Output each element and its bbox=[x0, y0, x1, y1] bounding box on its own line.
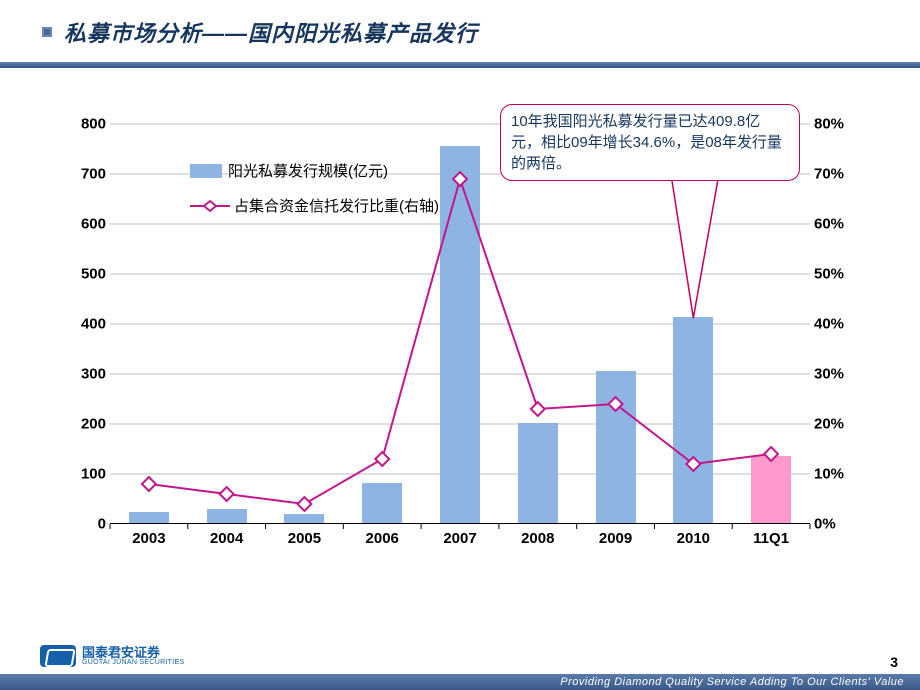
legend-line-row: 占集合资金信托发行比重(右轴) bbox=[190, 195, 439, 216]
y-right-tick: 10% bbox=[814, 466, 854, 483]
y-right-tick: 20% bbox=[814, 416, 854, 433]
bar bbox=[751, 456, 791, 524]
company-logo: 国泰君安证券 GUOTAI JUNAN SECURITIES bbox=[40, 645, 184, 667]
bar bbox=[518, 423, 558, 523]
y-right-tick: 50% bbox=[814, 266, 854, 283]
logo-text: 国泰君安证券 bbox=[82, 646, 184, 659]
x-tick: 2005 bbox=[288, 530, 321, 547]
x-tick: 2003 bbox=[132, 530, 165, 547]
slide-footer: 国泰君安证券 GUOTAI JUNAN SECURITIES 3 Providi… bbox=[0, 638, 920, 690]
legend-bar-row: 阳光私募发行规模(亿元) bbox=[190, 160, 439, 181]
y-right-tick: 60% bbox=[814, 216, 854, 233]
y-left-tick: 300 bbox=[70, 366, 106, 383]
bar bbox=[596, 371, 636, 524]
title-bullet-icon bbox=[42, 27, 52, 37]
bar bbox=[284, 514, 324, 523]
y-right-tick: 40% bbox=[814, 316, 854, 333]
title-divider bbox=[0, 62, 920, 68]
y-left-tick: 600 bbox=[70, 216, 106, 233]
slide-title: 私募市场分析——国内阳光私募产品发行 bbox=[64, 16, 478, 48]
footer-tagline: Providing Diamond Quality Service Adding… bbox=[560, 676, 904, 688]
x-tick: 2009 bbox=[599, 530, 632, 547]
bar bbox=[362, 483, 402, 523]
x-tick: 2008 bbox=[521, 530, 554, 547]
chart-plot: 10年我国阳光私募发行量已达409.8亿元，相比09年增长34.6%，是08年发… bbox=[110, 124, 810, 524]
x-tick: 2010 bbox=[677, 530, 710, 547]
chart-legend: 阳光私募发行规模(亿元) 占集合资金信托发行比重(右轴) bbox=[190, 160, 439, 230]
legend-bar-swatch bbox=[190, 164, 222, 178]
bar bbox=[129, 512, 169, 523]
y-left-tick: 500 bbox=[70, 266, 106, 283]
y-left-tick: 400 bbox=[70, 316, 106, 333]
footer-logo-row: 国泰君安证券 GUOTAI JUNAN SECURITIES 3 bbox=[0, 638, 920, 674]
y-left-tick: 800 bbox=[70, 116, 106, 133]
page-number: 3 bbox=[890, 654, 898, 670]
x-tick: 11Q1 bbox=[753, 530, 789, 547]
logo-diamond-icon bbox=[40, 645, 76, 667]
bar bbox=[440, 146, 480, 524]
y-left-tick: 100 bbox=[70, 466, 106, 483]
legend-bar-label: 阳光私募发行规模(亿元) bbox=[228, 160, 388, 181]
x-tick: 2006 bbox=[366, 530, 399, 547]
x-tick: 2007 bbox=[443, 530, 476, 547]
logo-subtext: GUOTAI JUNAN SECURITIES bbox=[82, 659, 184, 666]
x-tick: 2004 bbox=[210, 530, 243, 547]
bar bbox=[673, 317, 713, 523]
y-right-tick: 30% bbox=[814, 366, 854, 383]
y-left-tick: 0 bbox=[70, 516, 106, 533]
legend-line-label: 占集合资金信托发行比重(右轴) bbox=[234, 195, 439, 216]
y-left-tick: 200 bbox=[70, 416, 106, 433]
legend-line-swatch bbox=[190, 199, 230, 213]
chart-container: 10年我国阳光私募发行量已达409.8亿元，相比09年增长34.6%，是08年发… bbox=[50, 104, 870, 584]
slide-title-row: 私募市场分析——国内阳光私募产品发行 bbox=[0, 0, 920, 56]
bar bbox=[207, 509, 247, 523]
y-left-tick: 700 bbox=[70, 166, 106, 183]
footer-tagline-bar: Providing Diamond Quality Service Adding… bbox=[0, 674, 920, 690]
y-right-tick: 70% bbox=[814, 166, 854, 183]
chart-callout: 10年我国阳光私募发行量已达409.8亿元，相比09年增长34.6%，是08年发… bbox=[500, 104, 800, 181]
y-right-tick: 0% bbox=[814, 516, 854, 533]
y-right-tick: 80% bbox=[814, 116, 854, 133]
